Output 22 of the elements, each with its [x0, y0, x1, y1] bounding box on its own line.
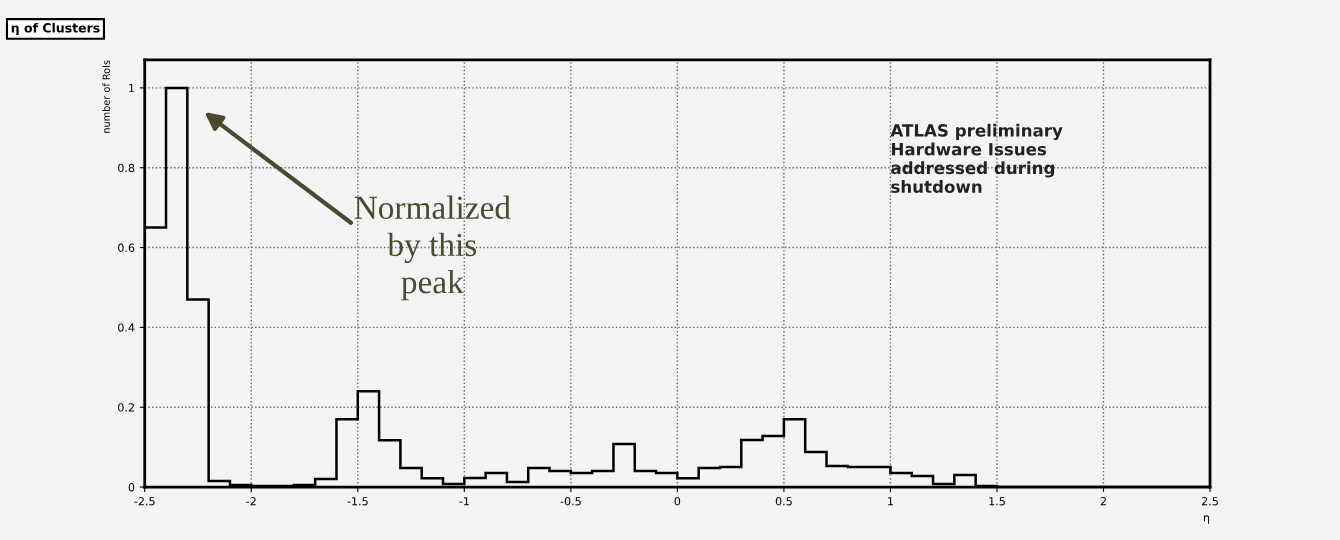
x-tick-label: 1: [888, 497, 893, 506]
x-tick-label: -2: [246, 497, 256, 506]
y-tick-label: 0.2: [118, 403, 134, 412]
x-tick-label: -1.5: [347, 497, 368, 506]
x-tick-label: -2.5: [134, 497, 155, 506]
annotation: ATLAS preliminary Hardware Issues addressed during shutdown: [890, 123, 1063, 193]
x-tick-label: -0.5: [560, 497, 581, 506]
y-tick-label: 1: [129, 84, 134, 93]
x-tick-label: -1: [459, 497, 469, 506]
x-tick-label: 0.5: [775, 497, 792, 506]
x-tick-label: 1.5: [989, 497, 1005, 506]
chart-title: η of Clusters: [11, 22, 100, 35]
y-tick-label: 0.4: [118, 323, 135, 332]
x-tick-label: 2: [1100, 497, 1106, 506]
annotation: Normalized by this peak: [354, 195, 511, 301]
y-tick-label: 0.6: [118, 243, 135, 252]
y-tick-label: 0: [128, 483, 135, 492]
x-tick-label: 0: [674, 497, 681, 506]
x-axis-title: η: [1203, 515, 1210, 524]
x-tick-label: 2.5: [1202, 497, 1218, 506]
y-axis-title: number of RoIs: [102, 60, 110, 133]
y-tick-label: 0.8: [118, 163, 135, 173]
